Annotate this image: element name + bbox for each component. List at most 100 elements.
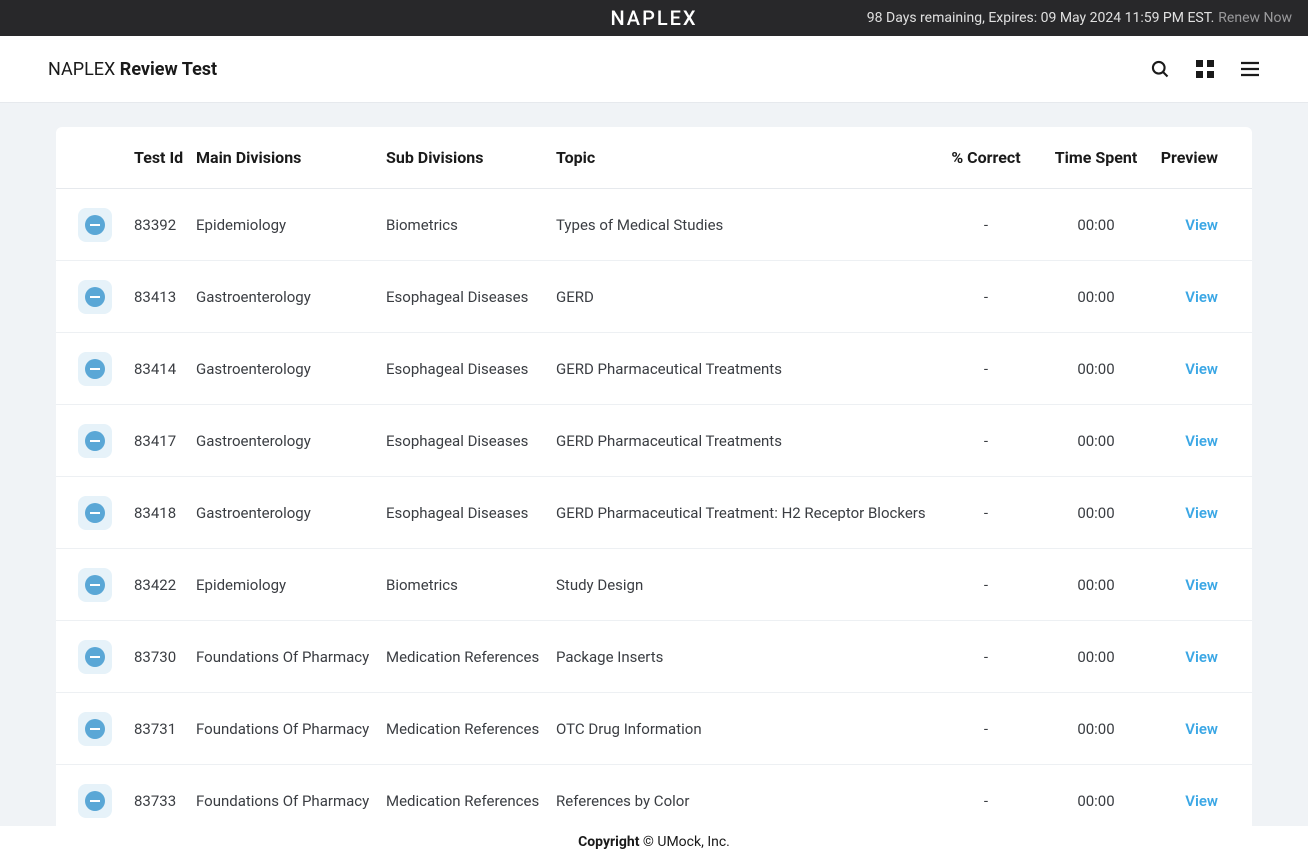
cell-main: Foundations Of Pharmacy	[196, 720, 386, 738]
collapse-button[interactable]	[78, 568, 112, 602]
cell-testid: 83733	[126, 792, 196, 810]
row-expand-cell	[56, 496, 126, 530]
cell-sub: Esophageal Diseases	[386, 504, 556, 522]
minus-icon	[85, 719, 105, 739]
cell-preview: View	[1156, 432, 1248, 450]
cell-preview: View	[1156, 216, 1248, 234]
view-link[interactable]: View	[1185, 576, 1218, 594]
minus-icon	[85, 287, 105, 307]
top-banner: NAPLEX 98 Days remaining, Expires: 09 Ma…	[0, 0, 1308, 36]
cell-sub: Esophageal Diseases	[386, 432, 556, 450]
row-expand-cell	[56, 784, 126, 818]
banner-title: NAPLEX	[610, 6, 697, 30]
cell-time: 00:00	[1036, 792, 1156, 810]
cell-time: 00:00	[1036, 720, 1156, 738]
brand-name: NAPLEX	[48, 59, 115, 80]
th-testid: Test Id	[126, 148, 196, 167]
view-link[interactable]: View	[1185, 216, 1218, 234]
cell-time: 00:00	[1036, 648, 1156, 666]
row-expand-cell	[56, 640, 126, 674]
collapse-button[interactable]	[78, 208, 112, 242]
cell-main: Epidemiology	[196, 216, 386, 234]
table-row: 83422 Epidemiology Biometrics Study Desi…	[56, 549, 1252, 621]
table-row: 83414 Gastroenterology Esophageal Diseas…	[56, 333, 1252, 405]
cell-topic: References by Color	[556, 792, 936, 810]
cell-correct: -	[936, 648, 1036, 666]
row-expand-cell	[56, 352, 126, 386]
view-link[interactable]: View	[1185, 504, 1218, 522]
cell-sub: Biometrics	[386, 216, 556, 234]
th-preview: Preview	[1156, 148, 1248, 167]
tests-table: Test Id Main Divisions Sub Divisions Top…	[56, 127, 1252, 837]
footer: Copyright © UMock, Inc.	[0, 826, 1308, 858]
cell-preview: View	[1156, 288, 1248, 306]
copyright-text: © UMock, Inc.	[639, 834, 729, 850]
renew-link[interactable]: Renew Now	[1218, 10, 1292, 26]
cell-topic: GERD Pharmaceutical Treatment: H2 Recept…	[556, 504, 936, 522]
page-title: NAPLEX Review Test	[48, 59, 217, 80]
cell-sub: Medication References	[386, 648, 556, 666]
view-link[interactable]: View	[1185, 360, 1218, 378]
cell-sub: Esophageal Diseases	[386, 360, 556, 378]
minus-icon	[85, 215, 105, 235]
grid-icon[interactable]	[1196, 60, 1214, 78]
row-expand-cell	[56, 280, 126, 314]
view-link[interactable]: View	[1185, 720, 1218, 738]
minus-icon	[85, 791, 105, 811]
view-link[interactable]: View	[1185, 432, 1218, 450]
cell-testid: 83417	[126, 432, 196, 450]
collapse-button[interactable]	[78, 712, 112, 746]
cell-testid: 83731	[126, 720, 196, 738]
cell-time: 00:00	[1036, 288, 1156, 306]
copyright-bold: Copyright	[578, 834, 639, 850]
cell-topic: OTC Drug Information	[556, 720, 936, 738]
cell-correct: -	[936, 720, 1036, 738]
view-link[interactable]: View	[1185, 288, 1218, 306]
cell-topic: Types of Medical Studies	[556, 216, 936, 234]
cell-main: Gastroenterology	[196, 432, 386, 450]
table-row: 83730 Foundations Of Pharmacy Medication…	[56, 621, 1252, 693]
cell-testid: 83422	[126, 576, 196, 594]
cell-time: 00:00	[1036, 504, 1156, 522]
minus-icon	[85, 575, 105, 595]
cell-sub: Biometrics	[386, 576, 556, 594]
content: Test Id Main Divisions Sub Divisions Top…	[0, 103, 1308, 837]
view-link[interactable]: View	[1185, 792, 1218, 810]
cell-preview: View	[1156, 792, 1248, 810]
th-topic: Topic	[556, 148, 936, 167]
cell-main: Epidemiology	[196, 576, 386, 594]
table-row: 83731 Foundations Of Pharmacy Medication…	[56, 693, 1252, 765]
cell-testid: 83414	[126, 360, 196, 378]
collapse-button[interactable]	[78, 424, 112, 458]
header: NAPLEX Review Test	[0, 36, 1308, 103]
collapse-button[interactable]	[78, 784, 112, 818]
collapse-button[interactable]	[78, 640, 112, 674]
row-expand-cell	[56, 208, 126, 242]
cell-main: Foundations Of Pharmacy	[196, 648, 386, 666]
table-row: 83413 Gastroenterology Esophageal Diseas…	[56, 261, 1252, 333]
collapse-button[interactable]	[78, 280, 112, 314]
cell-topic: Package Inserts	[556, 648, 936, 666]
cell-correct: -	[936, 360, 1036, 378]
cell-sub: Medication References	[386, 720, 556, 738]
collapse-button[interactable]	[78, 352, 112, 386]
cell-preview: View	[1156, 360, 1248, 378]
menu-icon[interactable]	[1240, 61, 1260, 77]
th-main: Main Divisions	[196, 148, 386, 167]
cell-topic: GERD Pharmaceutical Treatments	[556, 432, 936, 450]
cell-main: Foundations Of Pharmacy	[196, 792, 386, 810]
view-link[interactable]: View	[1185, 648, 1218, 666]
cell-topic: GERD	[556, 288, 936, 306]
cell-time: 00:00	[1036, 432, 1156, 450]
cell-testid: 83413	[126, 288, 196, 306]
table-body: 83392 Epidemiology Biometrics Types of M…	[56, 189, 1252, 837]
minus-icon	[85, 647, 105, 667]
cell-time: 00:00	[1036, 216, 1156, 234]
table-row: 83418 Gastroenterology Esophageal Diseas…	[56, 477, 1252, 549]
expiry-notice: 98 Days remaining, Expires: 09 May 2024 …	[867, 10, 1215, 26]
search-icon[interactable]	[1150, 59, 1170, 79]
cell-topic: GERD Pharmaceutical Treatments	[556, 360, 936, 378]
collapse-button[interactable]	[78, 496, 112, 530]
minus-icon	[85, 503, 105, 523]
cell-main: Gastroenterology	[196, 360, 386, 378]
